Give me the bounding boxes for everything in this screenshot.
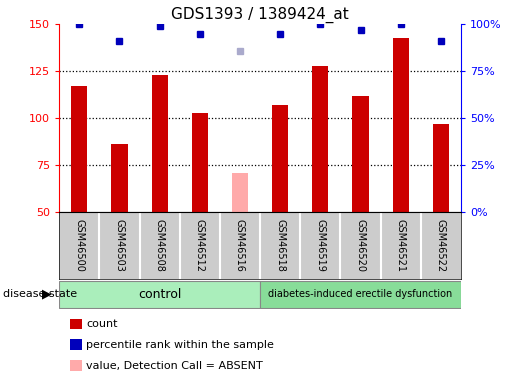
Title: GDS1393 / 1389424_at: GDS1393 / 1389424_at — [171, 7, 349, 23]
Bar — [260, 281, 461, 308]
Bar — [192, 112, 208, 212]
Bar — [232, 172, 248, 212]
Bar — [433, 124, 449, 212]
Bar — [312, 66, 329, 212]
Bar — [352, 96, 369, 212]
Text: diabetes-induced erectile dysfunction: diabetes-induced erectile dysfunction — [268, 290, 453, 299]
Text: GSM46512: GSM46512 — [195, 219, 205, 272]
Text: GSM46503: GSM46503 — [114, 219, 125, 272]
Text: control: control — [138, 288, 181, 301]
Text: GSM46500: GSM46500 — [74, 219, 84, 272]
Bar — [151, 75, 168, 212]
Text: GSM46508: GSM46508 — [154, 219, 165, 272]
Bar — [59, 281, 260, 308]
Text: GSM46520: GSM46520 — [355, 219, 366, 272]
Bar — [111, 144, 128, 212]
Text: count: count — [86, 320, 117, 329]
Bar — [71, 86, 88, 212]
Bar — [272, 105, 288, 212]
Text: GSM46516: GSM46516 — [235, 219, 245, 272]
Text: GSM46521: GSM46521 — [396, 219, 406, 272]
Text: GSM46522: GSM46522 — [436, 219, 446, 272]
Text: ▶: ▶ — [42, 288, 51, 301]
Text: percentile rank within the sample: percentile rank within the sample — [86, 340, 274, 350]
Text: disease state: disease state — [3, 290, 77, 299]
Bar — [392, 38, 409, 212]
Text: GSM46518: GSM46518 — [275, 219, 285, 272]
Text: GSM46519: GSM46519 — [315, 219, 325, 272]
Text: value, Detection Call = ABSENT: value, Detection Call = ABSENT — [86, 361, 263, 370]
